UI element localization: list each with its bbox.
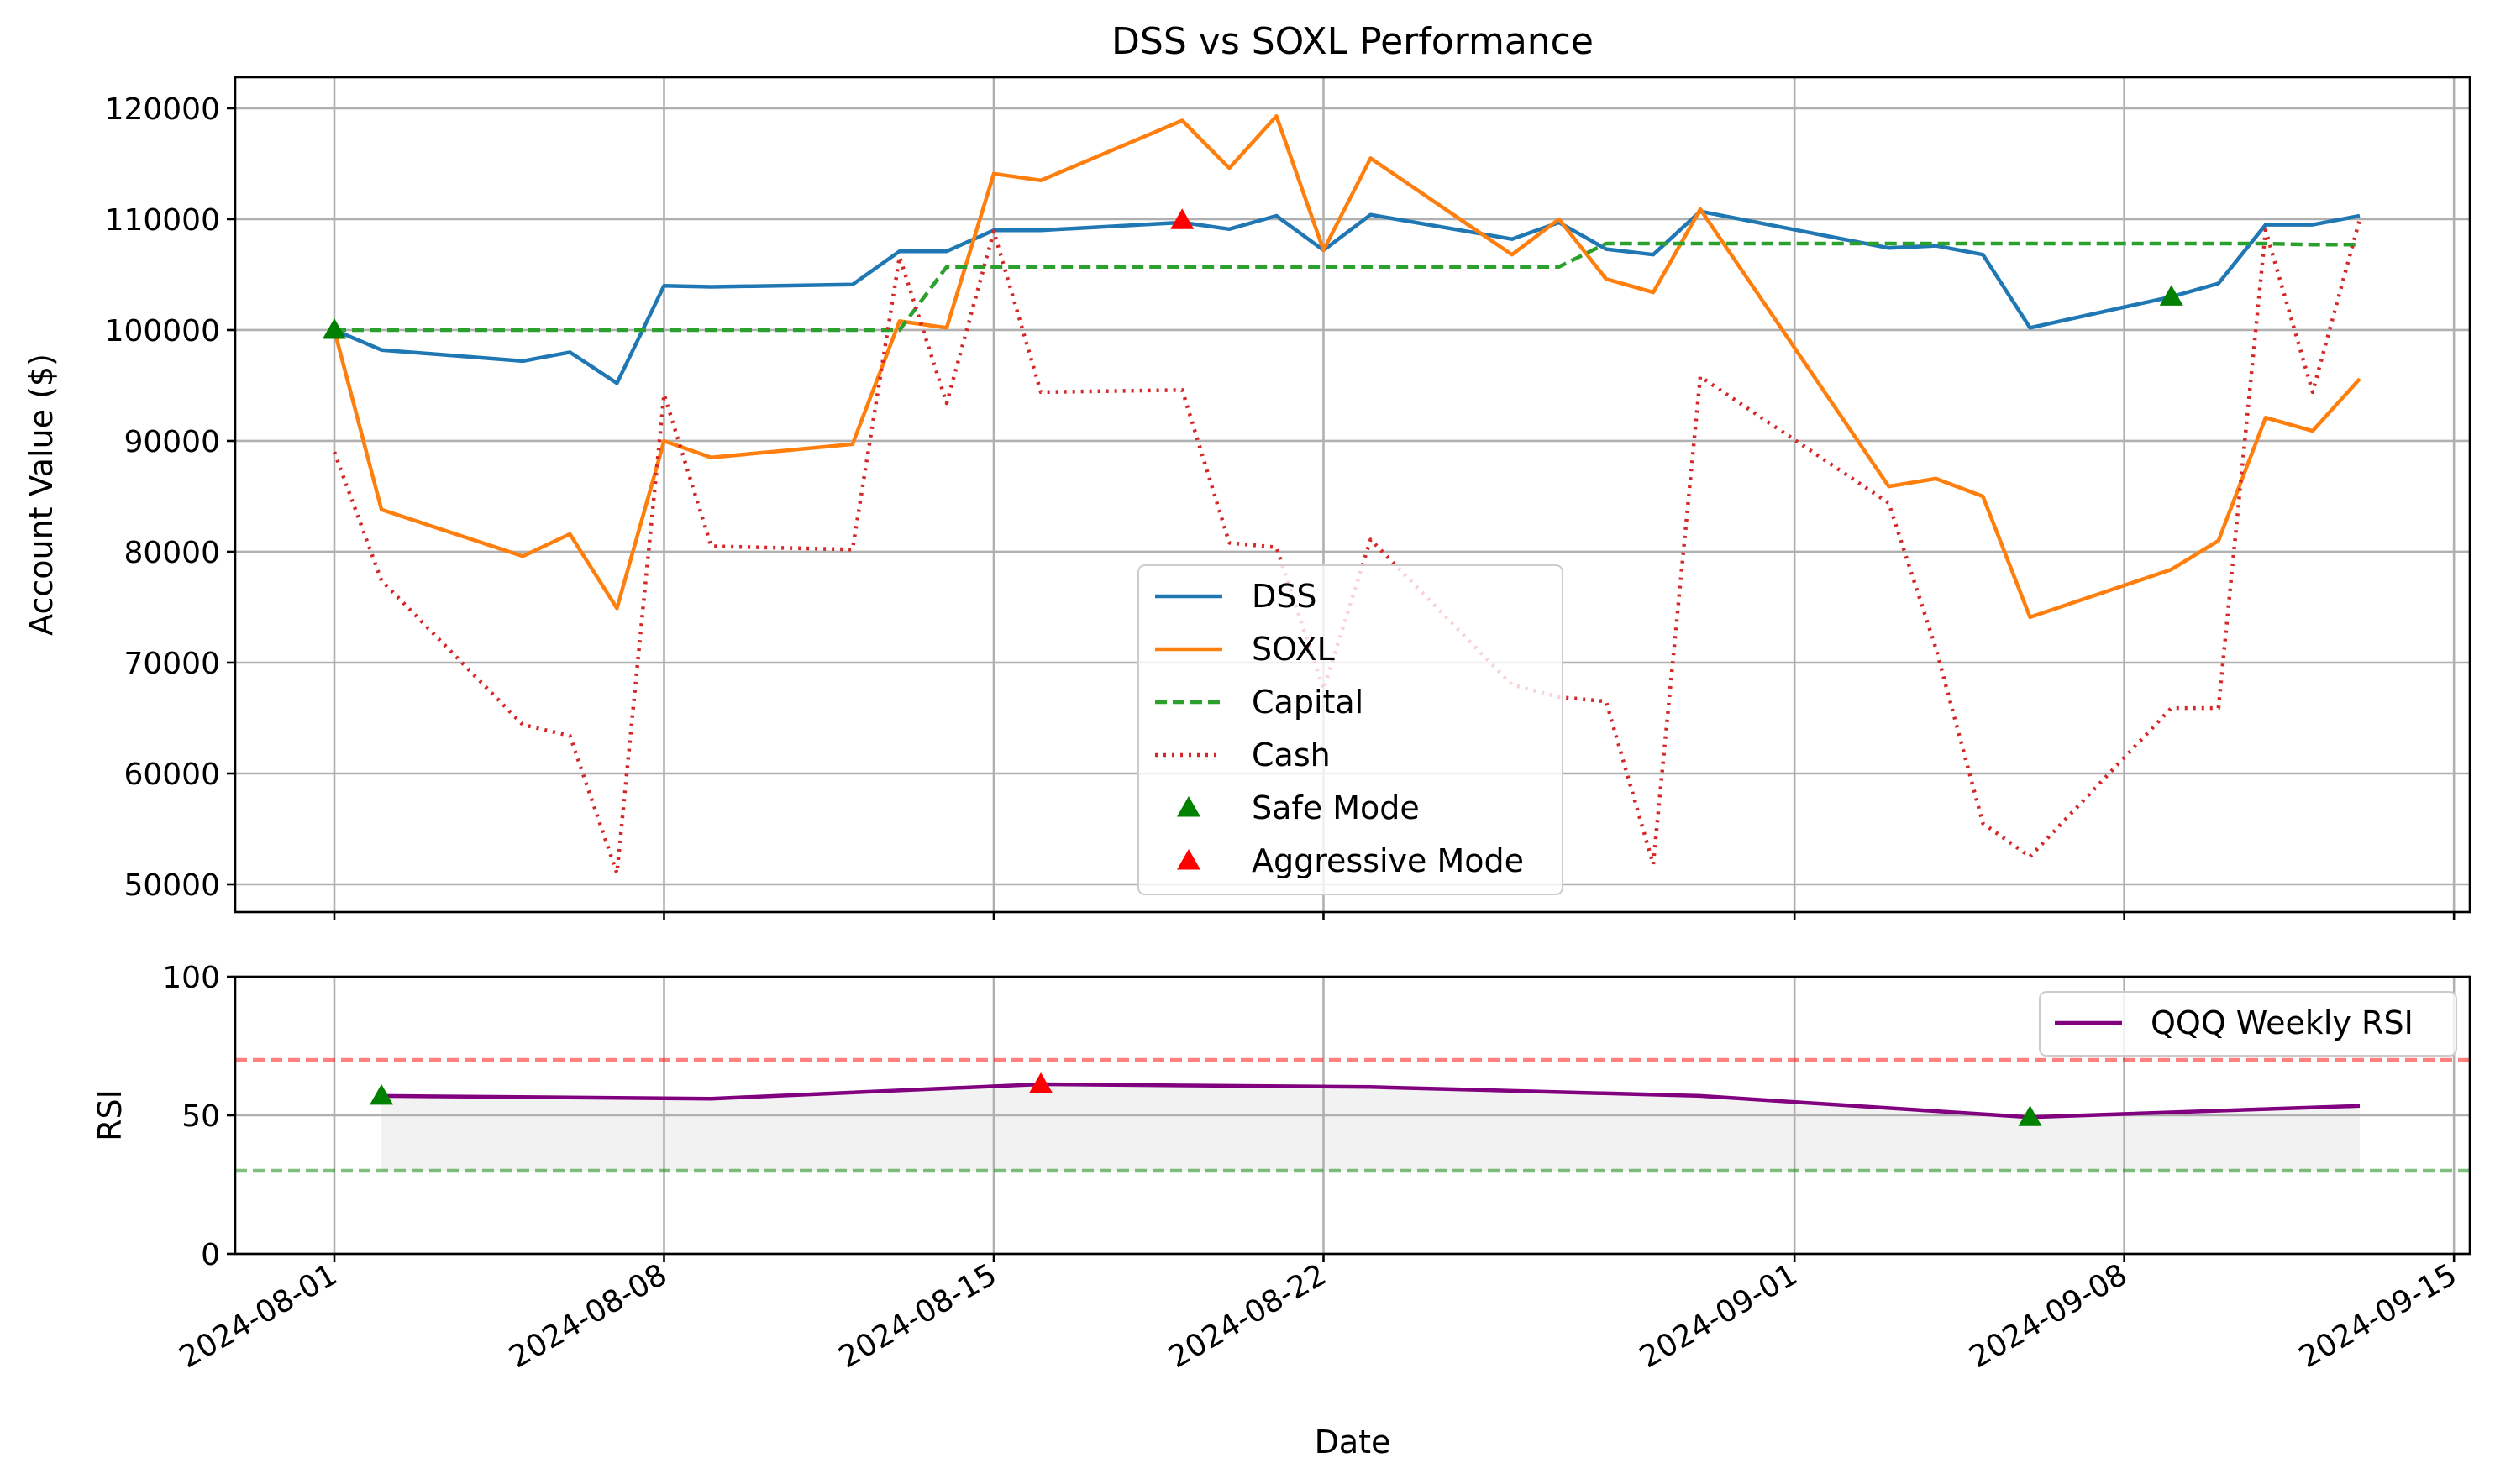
chart-title: DSS vs SOXL Performance <box>1111 20 1594 63</box>
bottom-legend: QQQ Weekly RSI <box>2039 991 2457 1057</box>
y-tick-label: 120000 <box>105 92 220 127</box>
legend-swatch <box>1177 796 1200 817</box>
y-tick-label: 100 <box>162 961 220 995</box>
y-tick-label: 90000 <box>123 425 220 459</box>
y-tick-label: 50000 <box>123 868 220 903</box>
y-tick-label: 70000 <box>123 647 220 681</box>
top-plot-frame <box>234 76 2471 914</box>
rsi-band-area <box>381 1084 2361 1171</box>
y-tick-label: 80000 <box>123 536 220 570</box>
safe-mode-marker <box>2159 285 2183 306</box>
top-series-lines <box>332 113 2362 876</box>
bottom-y-axis-label: RSI <box>92 1089 129 1141</box>
top-x-axis-ticks <box>333 912 2456 920</box>
top-y-axis-label: Account Value ($) <box>23 354 60 636</box>
top-mode-markers <box>323 208 2183 339</box>
legend-label: Safe Mode <box>1252 789 1420 826</box>
y-tick-label: 100000 <box>105 314 220 349</box>
legend-label: Capital <box>1252 684 1363 721</box>
series-line-capital <box>334 241 2360 333</box>
legend-label: SOXL <box>1252 631 1335 668</box>
safe-mode-marker <box>370 1083 394 1105</box>
top-y-axis-ticks: 50000 60000 70000 80000 90000 100000 110000 120… <box>105 92 235 903</box>
top-legend-box <box>1137 564 1563 895</box>
legend-label: QQQ Weekly RSI <box>2151 1004 2414 1041</box>
x-axis-label: Date <box>1315 1424 1391 1460</box>
aggressive-mode-marker <box>1170 208 1195 229</box>
legend-swatch <box>1177 849 1200 870</box>
y-tick-label: 110000 <box>105 203 220 238</box>
legend-label: Aggressive Mode <box>1252 842 1524 879</box>
bottom-mode-markers <box>370 1072 2042 1126</box>
bottom-legend-box <box>2039 991 2457 1057</box>
safe-mode-marker <box>323 317 346 339</box>
y-tick-label: 60000 <box>123 758 220 792</box>
legend-label: Cash <box>1252 737 1331 773</box>
rsi-shaded-band <box>381 1084 2361 1171</box>
legend-label: DSS <box>1252 578 1317 615</box>
bottom-y-axis-ticks: 0 50 100 <box>162 961 235 1272</box>
rsi-reference-lines <box>235 1057 2470 1173</box>
top-panel: 50000 60000 70000 80000 90000 100000 110000 120… <box>23 76 2471 920</box>
y-tick-label: 0 <box>201 1238 220 1272</box>
aggressive-mode-marker <box>1029 1072 1053 1093</box>
top-legend: DSS SOXL Capital Cash Safe Mode Aggressive Mo… <box>1137 564 1563 895</box>
y-tick-label: 50 <box>181 1099 220 1134</box>
safe-mode-marker <box>2018 1105 2042 1126</box>
series-line-soxl <box>332 113 2361 620</box>
